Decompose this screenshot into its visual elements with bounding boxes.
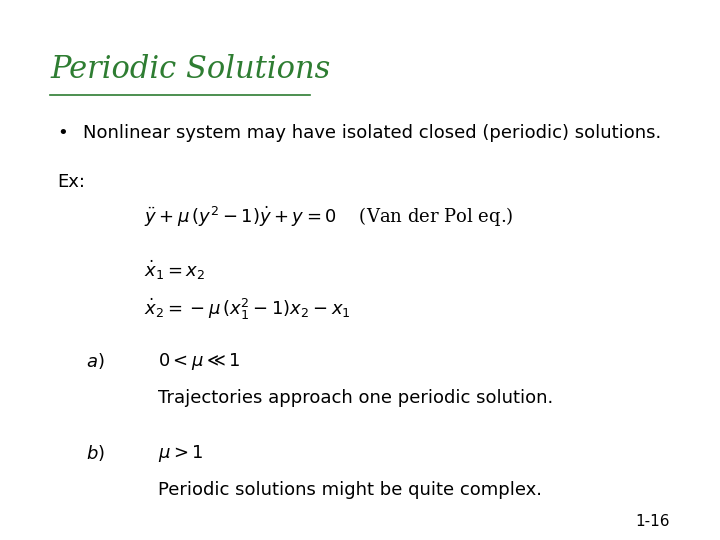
Text: $\ddot{y} + \mu\,(y^2 - 1)\dot{y} + y = 0$    (Van der Pol eq.): $\ddot{y} + \mu\,(y^2 - 1)\dot{y} + y = … [144, 205, 513, 229]
Text: $\mu > 1$: $\mu > 1$ [158, 443, 204, 464]
Text: Periodic Solutions: Periodic Solutions [50, 54, 330, 85]
Text: Trajectories approach one periodic solution.: Trajectories approach one periodic solut… [158, 389, 554, 407]
Text: •: • [58, 124, 68, 142]
Text: $\dot{x}_1 = x_2$: $\dot{x}_1 = x_2$ [144, 259, 205, 282]
Text: $0 < \mu \ll 1$: $0 < \mu \ll 1$ [158, 351, 241, 372]
Text: $a)$: $a)$ [86, 351, 105, 371]
Text: $\dot{x}_2 = -\mu\,(x_1^2 - 1)x_2 - x_1$: $\dot{x}_2 = -\mu\,(x_1^2 - 1)x_2 - x_1$ [144, 297, 351, 322]
Text: 1-16: 1-16 [635, 514, 670, 529]
Text: Periodic solutions might be quite complex.: Periodic solutions might be quite comple… [158, 481, 542, 498]
Text: $b)$: $b)$ [86, 443, 105, 463]
Text: Nonlinear system may have isolated closed (periodic) solutions.: Nonlinear system may have isolated close… [83, 124, 661, 142]
Text: Ex:: Ex: [58, 173, 86, 191]
